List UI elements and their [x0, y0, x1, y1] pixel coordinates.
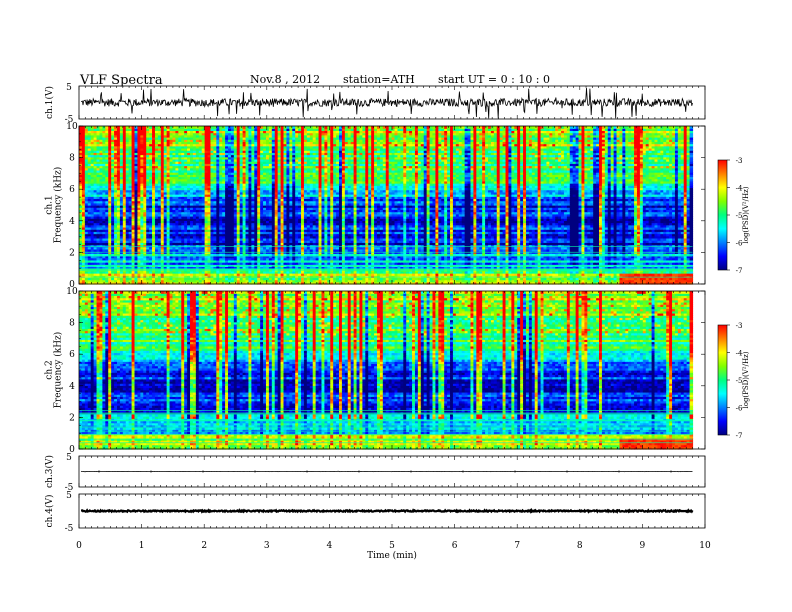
ylabel-ch2-spectrogram-1: Frequency (kHz) — [53, 332, 64, 409]
xtick-0: 0 — [76, 541, 82, 551]
ytick-ch1-spectrogram-6: 6 — [69, 185, 75, 195]
xtick-5: 5 — [389, 541, 395, 551]
ytick-ch2-spectrogram-2: 2 — [69, 413, 75, 423]
xtick-8: 8 — [577, 541, 583, 551]
xtick-1: 1 — [139, 541, 145, 551]
xtick-4: 4 — [327, 541, 333, 551]
trace-ch1-waveform — [81, 88, 693, 118]
colorbar-label-ch1-spectrogram: log(PSD)(V²/Hz) — [742, 186, 750, 243]
ytick-ch2-spectrogram-6: 6 — [69, 350, 75, 360]
ytick-ch1-spectrogram-8: 8 — [69, 154, 75, 164]
xtick-10: 10 — [699, 541, 711, 551]
ylabel-ch3-waveform-0: ch.3(V) — [44, 455, 55, 488]
ylabel-ch4-waveform-0: ch.4(V) — [44, 495, 55, 528]
colorbar-ch1-spectrogram — [718, 160, 727, 270]
ylabel-ch1-waveform-0: ch.1(V) — [44, 86, 55, 119]
colorbar-label-ch2-spectrogram: log(PSD)(V²/Hz) — [742, 351, 750, 408]
ytick-ch3-waveform-top: 5 — [66, 453, 72, 463]
xtick-3: 3 — [264, 541, 270, 551]
vlf-spectra-figure: VLF Spectra Nov.8 , 2012 station=ATH sta… — [0, 0, 792, 612]
ylabel-ch1-spectrogram-1: Frequency (kHz) — [53, 167, 64, 244]
chart-canvas: 5-5ch.1(V)0246810ch.1 Frequency (kHz)-3-4… — [0, 0, 792, 612]
colorbar-tick-ch1-spectrogram--7: -7 — [736, 267, 743, 275]
xtick-6: 6 — [452, 541, 458, 551]
ytick-ch1-spectrogram-4: 4 — [69, 217, 75, 227]
colorbar-tick-ch2-spectrogram--7: -7 — [736, 432, 743, 440]
xaxis-label: Time (min) — [367, 550, 417, 561]
xtick-9: 9 — [640, 541, 646, 551]
ytick-ch2-spectrogram-10: 10 — [66, 287, 78, 297]
xtick-2: 2 — [201, 541, 207, 551]
ytick-ch2-spectrogram-8: 8 — [69, 319, 75, 329]
ytick-ch4-waveform-top: 5 — [66, 491, 72, 501]
ytick-ch1-spectrogram-10: 10 — [66, 122, 78, 132]
ytick-ch4-waveform-bottom: -5 — [65, 524, 74, 534]
colorbar-tick-ch2-spectrogram--3: -3 — [736, 322, 743, 330]
colorbar-ch2-spectrogram — [718, 325, 727, 435]
ytick-ch1-spectrogram-2: 2 — [69, 248, 75, 258]
ytick-ch1-waveform-top: 5 — [66, 83, 72, 93]
ytick-ch2-spectrogram-4: 4 — [69, 382, 75, 392]
colorbar-tick-ch1-spectrogram--3: -3 — [736, 157, 743, 165]
xtick-7: 7 — [514, 541, 520, 551]
trace-ch4-waveform — [81, 510, 693, 511]
